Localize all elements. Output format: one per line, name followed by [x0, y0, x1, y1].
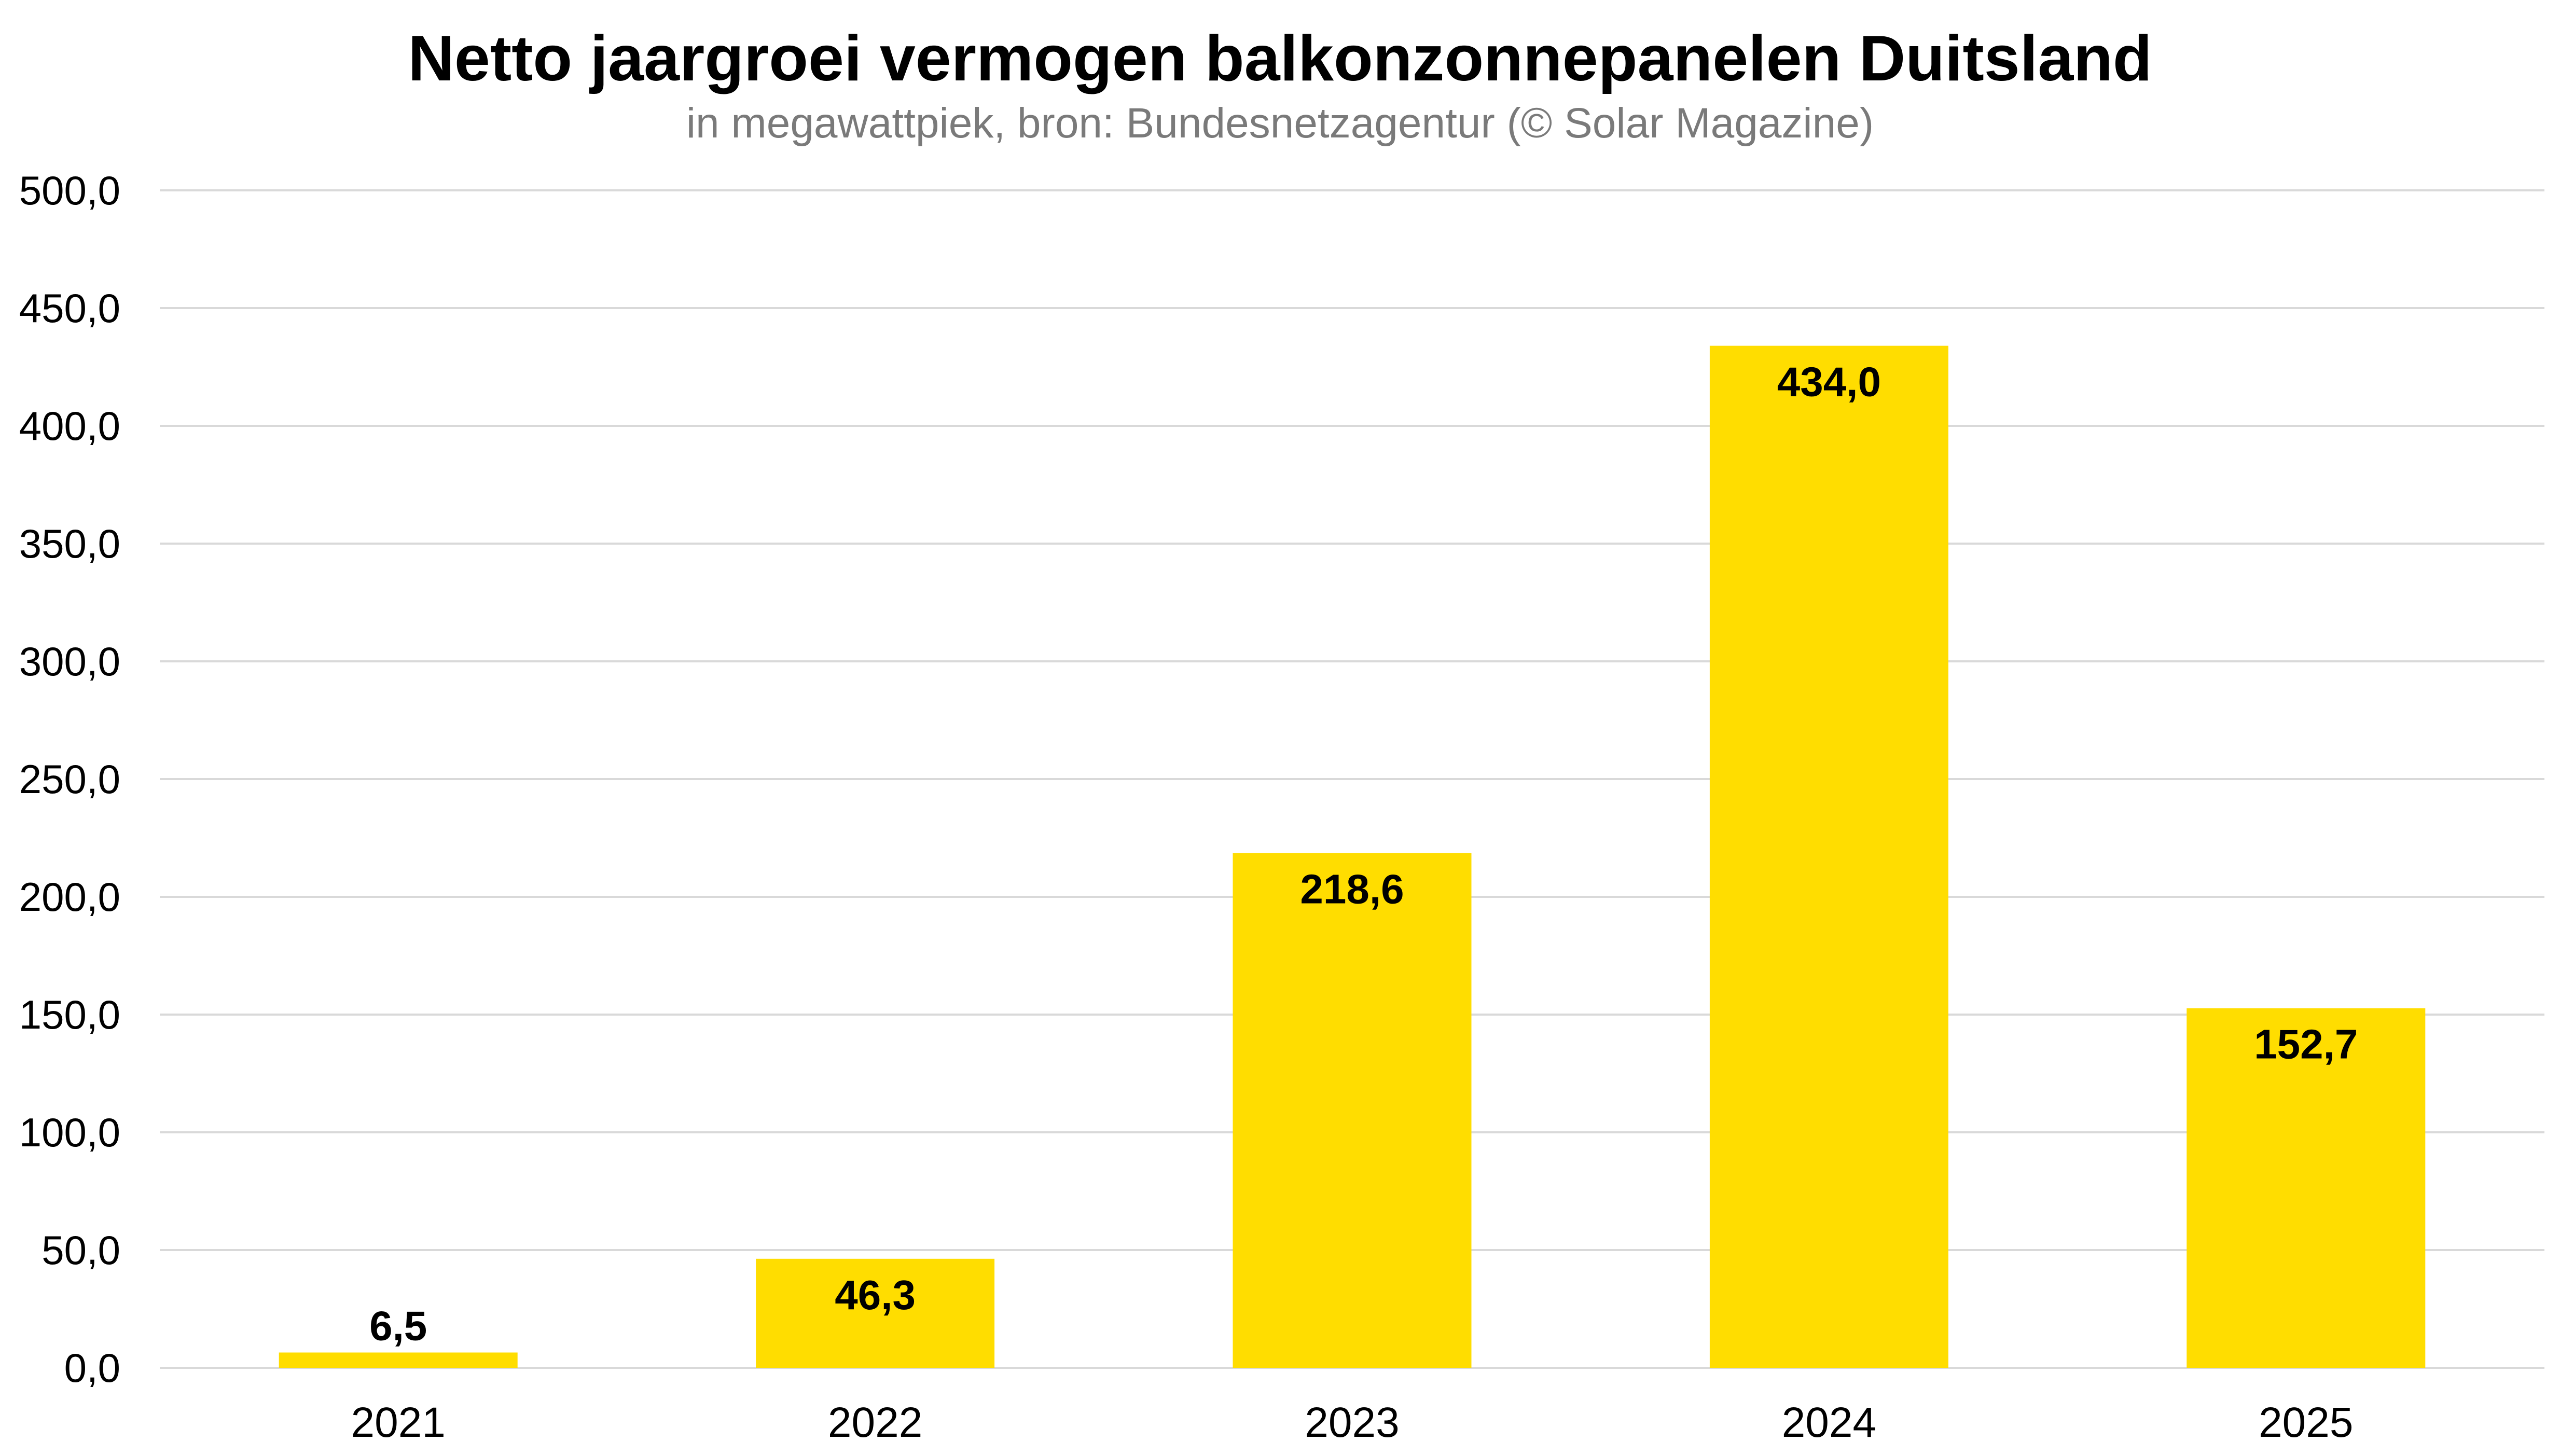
- data-label: 218,6: [1300, 866, 1404, 912]
- y-tick-label: 150,0: [19, 992, 120, 1037]
- chart-title: Netto jaargroei vermogen balkonzonnepane…: [408, 23, 2152, 94]
- bar-2021: [279, 1352, 518, 1368]
- y-tick-label: 100,0: [19, 1110, 120, 1155]
- y-tick-label: 300,0: [19, 639, 120, 684]
- data-label: 6,5: [369, 1302, 427, 1349]
- y-tick-label: 200,0: [19, 874, 120, 920]
- y-tick-label: 450,0: [19, 285, 120, 331]
- data-labels: 6,5 46,3 218,6 434,0 152,7: [369, 359, 2358, 1349]
- x-tick-label: 2022: [828, 1399, 922, 1446]
- y-tick-label: 350,0: [19, 521, 120, 566]
- x-tick-label: 2025: [2259, 1399, 2353, 1446]
- y-tick-label: 500,0: [19, 168, 120, 213]
- y-tick-label: 400,0: [19, 403, 120, 449]
- gridlines: [160, 189, 2544, 1369]
- chart-subtitle: in megawattpiek, bron: Bundesnetzagentur…: [686, 100, 1874, 147]
- bar-2023: [1233, 853, 1472, 1368]
- data-label: 152,7: [2254, 1021, 2358, 1067]
- x-tick-label: 2021: [351, 1399, 445, 1446]
- data-label: 46,3: [835, 1272, 916, 1318]
- x-tick-label: 2024: [1782, 1399, 1876, 1446]
- y-tick-label: 50,0: [41, 1227, 120, 1273]
- y-tick-label: 250,0: [19, 756, 120, 802]
- y-axis-ticks: 0,0 50,0 100,0 150,0 200,0 250,0 300,0 350,0 400…: [19, 168, 120, 1391]
- bar-2024: [1709, 345, 1948, 1368]
- x-tick-label: 2023: [1305, 1399, 1399, 1446]
- bar-2022: [756, 1258, 995, 1368]
- x-axis-ticks: 2021 2022 2023 2024 2025: [351, 1399, 2353, 1446]
- data-label: 434,0: [1777, 359, 1881, 405]
- y-tick-label: 0,0: [64, 1345, 120, 1391]
- bars: [279, 345, 2426, 1368]
- bar-2025: [2187, 1008, 2426, 1368]
